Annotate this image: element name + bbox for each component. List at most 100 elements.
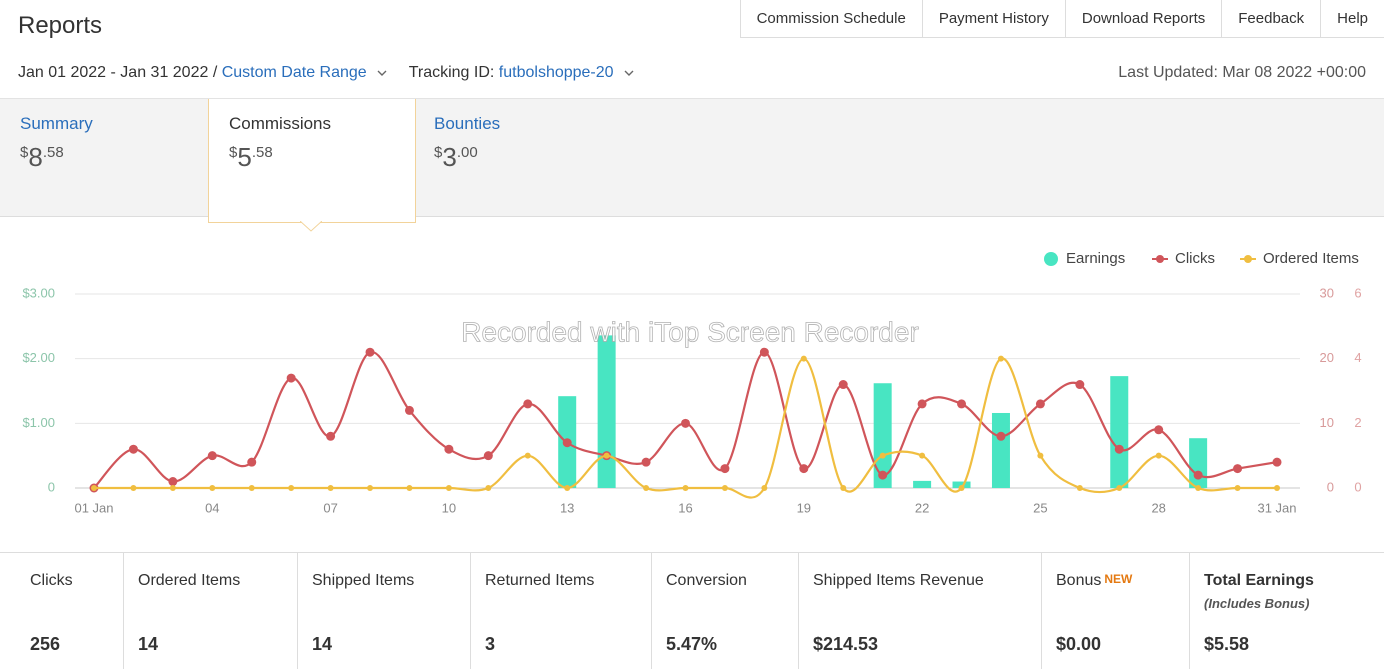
- stat-label: Ordered Items: [138, 572, 241, 589]
- nav-button[interactable]: Commission Schedule: [739, 0, 922, 38]
- point: [562, 438, 572, 448]
- date-range: Jan 01 2022 - Jan 31 2022 /: [18, 64, 218, 81]
- stat: Ordered Items 14: [123, 553, 297, 669]
- x-tick-label: 04: [205, 500, 219, 515]
- tick-label: 6: [1354, 285, 1361, 300]
- stat-value: $214.53: [813, 634, 879, 654]
- date-range-link[interactable]: Custom Date Range: [221, 64, 367, 81]
- tab[interactable]: Summary $8.58: [0, 99, 208, 216]
- nav-button[interactable]: Feedback: [1221, 0, 1321, 38]
- tick-label: $3.00: [22, 285, 55, 300]
- x-tick-label: 16: [678, 500, 692, 515]
- point: [721, 485, 728, 491]
- tab-amount: $3.00: [434, 142, 622, 173]
- caret: [624, 70, 634, 76]
- point: [1075, 380, 1085, 390]
- point: [958, 485, 965, 491]
- amount-whole: 5: [237, 142, 252, 172]
- stat: Conversion 5.47%: [651, 553, 798, 669]
- chart: 0 $1.00 $2.00 $3.00 0 10 20 30 0 2 4 6 01 Jan 04 07 10 1…: [22, 250, 1361, 515]
- stats-bar: Clicks 256 Ordered Items 14 Shipped Items 14 R…: [0, 552, 1384, 669]
- nav-button[interactable]: Payment History: [921, 0, 1065, 38]
- stat-label-box: Conversion: [666, 572, 798, 620]
- point: [524, 452, 531, 459]
- point: [838, 380, 848, 390]
- currency: $: [434, 144, 443, 161]
- tick-label: 4: [1354, 350, 1361, 365]
- watermark: Recorded with iTop Screen Recorder: [461, 316, 919, 347]
- stat: Shipped Items 14: [297, 553, 470, 669]
- stat-label-box: Shipped Items: [312, 572, 470, 620]
- point: [641, 457, 651, 467]
- point: [209, 485, 216, 491]
- tick-label: $1.00: [22, 415, 55, 430]
- tracking-label: Tracking ID:: [408, 64, 495, 81]
- last-updated: Last Updated: Mar 08 2022 +00:00: [1118, 64, 1366, 81]
- point: [91, 485, 97, 491]
- stat-value: 256: [30, 634, 61, 654]
- nav-button[interactable]: Help: [1320, 0, 1384, 38]
- point: [365, 347, 375, 357]
- x-tick-label: 28: [1151, 500, 1165, 515]
- stat: Bonus NEW $0.00: [1041, 553, 1189, 669]
- stat-value: $5.58: [1204, 634, 1250, 654]
- point: [248, 485, 255, 491]
- stat-label: Clicks: [30, 572, 73, 589]
- x-tick-label: 07: [323, 500, 337, 515]
- point: [682, 485, 689, 491]
- nav-button[interactable]: Download Reports: [1064, 0, 1222, 38]
- amount-whole: 3: [442, 142, 457, 172]
- point: [207, 451, 217, 461]
- tab-band: Summary $8.58 Commissions $5.58 Bounties $3.0…: [0, 98, 1384, 223]
- tick-label: 20: [1320, 350, 1334, 365]
- point: [327, 485, 334, 491]
- point: [483, 451, 493, 461]
- stat-label: Shipped Items: [312, 572, 415, 589]
- tab-label: Summary: [20, 114, 93, 133]
- point: [800, 355, 807, 362]
- point: [128, 444, 138, 454]
- point: [720, 464, 730, 474]
- point: [681, 418, 690, 428]
- tick-label: 30: [1320, 285, 1334, 300]
- tab[interactable]: Bounties $3.00: [414, 99, 622, 216]
- tab-label: Bounties: [434, 114, 501, 133]
- tick-label: 2: [1354, 415, 1361, 430]
- legend-swatch: [1044, 252, 1058, 266]
- point: [879, 452, 886, 459]
- stat-label-box: Clicks: [30, 572, 123, 620]
- x-tick-label: 31 Jan: [1257, 500, 1296, 515]
- caret: [377, 70, 387, 76]
- point: [1154, 425, 1164, 435]
- stat-label-box: Bonus NEW: [1056, 572, 1189, 620]
- stat-label: Total Earnings: [1204, 572, 1314, 589]
- point: [1195, 485, 1202, 491]
- point: [759, 347, 769, 357]
- point: [445, 485, 452, 491]
- amount-fraction: .58: [42, 144, 64, 161]
- point: [288, 485, 295, 491]
- tracking-id[interactable]: futbolshoppe-20: [498, 64, 614, 81]
- tab[interactable]: Commissions $5.58: [208, 99, 416, 223]
- line: [93, 351, 1278, 489]
- point: [1274, 485, 1280, 491]
- tick-label: 0: [1354, 479, 1361, 494]
- point: [1037, 452, 1044, 459]
- line: [94, 357, 1277, 499]
- stat: Returned Items 3: [470, 553, 651, 669]
- stat-value: $0.00: [1056, 634, 1102, 654]
- x-tick-label: 01 Jan: [74, 500, 113, 515]
- point: [997, 355, 1004, 362]
- point: [603, 452, 610, 459]
- bar: [913, 480, 932, 488]
- stat: Shipped Items Revenue $214.53: [798, 553, 1041, 669]
- tab-amount: $5.58: [229, 142, 415, 173]
- bar: [1189, 438, 1208, 488]
- point: [917, 399, 927, 409]
- bar: [952, 481, 971, 488]
- point: [957, 399, 967, 409]
- legend-swatch: [1244, 255, 1252, 263]
- bar: [1110, 376, 1129, 488]
- point: [840, 485, 847, 491]
- amount-whole: 8: [28, 142, 43, 172]
